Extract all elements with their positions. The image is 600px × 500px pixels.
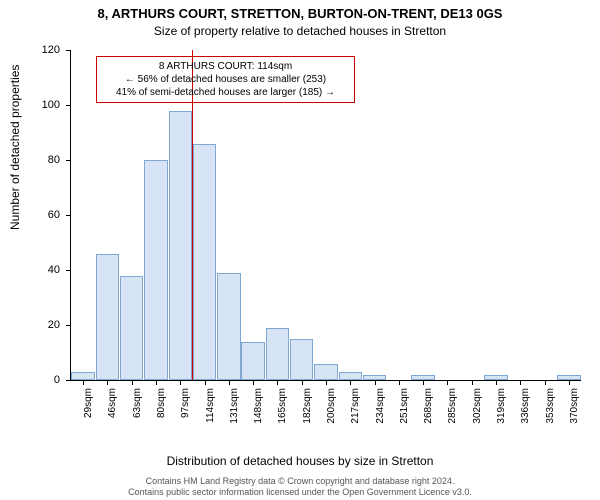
x-tick-label: 114sqm	[205, 388, 216, 428]
y-tick-mark	[66, 325, 71, 326]
x-tick-mark	[83, 380, 84, 385]
x-axis-label: Distribution of detached houses by size …	[0, 454, 600, 468]
chart-title: 8, ARTHURS COURT, STRETTON, BURTON-ON-TR…	[0, 6, 600, 21]
y-tick-mark	[66, 380, 71, 381]
x-tick-mark	[180, 380, 181, 385]
histogram-bar	[96, 254, 119, 381]
x-tick-label: 182sqm	[302, 388, 313, 428]
x-tick-label: 165sqm	[277, 388, 288, 428]
x-tick-mark	[545, 380, 546, 385]
histogram-bar	[339, 372, 362, 380]
plot-area: 29sqm46sqm63sqm80sqm97sqm114sqm131sqm148…	[70, 50, 581, 381]
x-tick-mark	[375, 380, 376, 385]
x-tick-label: 46sqm	[107, 388, 118, 428]
histogram-bar	[120, 276, 143, 381]
x-tick-label: 200sqm	[326, 388, 337, 428]
y-tick-label: 40	[48, 264, 60, 276]
footer-text: Contains HM Land Registry data © Crown c…	[0, 476, 600, 498]
x-tick-mark	[132, 380, 133, 385]
y-tick-label: 0	[54, 374, 60, 386]
histogram-bar	[290, 339, 313, 380]
annotation-line: ← 56% of detached houses are smaller (25…	[103, 73, 348, 86]
y-tick-label: 20	[48, 319, 60, 331]
x-tick-mark	[447, 380, 448, 385]
x-tick-label: 234sqm	[375, 388, 386, 428]
x-tick-label: 370sqm	[569, 388, 580, 428]
annotation-line: 41% of semi-detached houses are larger (…	[103, 86, 348, 99]
y-tick-label: 120	[42, 44, 60, 56]
footer-line-1: Contains HM Land Registry data © Crown c…	[0, 476, 600, 487]
x-tick-mark	[350, 380, 351, 385]
x-tick-label: 148sqm	[253, 388, 264, 428]
x-tick-mark	[302, 380, 303, 385]
x-tick-mark	[496, 380, 497, 385]
chart-container: 8, ARTHURS COURT, STRETTON, BURTON-ON-TR…	[0, 0, 600, 500]
x-tick-label: 285sqm	[447, 388, 458, 428]
x-tick-label: 97sqm	[180, 388, 191, 428]
chart-subtitle: Size of property relative to detached ho…	[0, 24, 600, 38]
y-tick-label: 60	[48, 209, 60, 221]
x-tick-label: 302sqm	[472, 388, 483, 428]
y-tick-label: 80	[48, 154, 60, 166]
x-tick-mark	[472, 380, 473, 385]
x-tick-mark	[423, 380, 424, 385]
x-tick-mark	[253, 380, 254, 385]
y-tick-mark	[66, 215, 71, 216]
histogram-bar	[144, 160, 167, 380]
x-tick-label: 268sqm	[423, 388, 434, 428]
histogram-bar	[266, 328, 289, 380]
histogram-bar	[241, 342, 264, 381]
x-tick-label: 29sqm	[83, 388, 94, 428]
y-ticks: 020406080100120	[0, 50, 68, 380]
x-tick-mark	[520, 380, 521, 385]
footer-line-2: Contains public sector information licen…	[0, 487, 600, 498]
annotation-line: 8 ARTHURS COURT: 114sqm	[103, 60, 348, 73]
x-tick-label: 131sqm	[229, 388, 240, 428]
x-tick-mark	[107, 380, 108, 385]
x-tick-mark	[326, 380, 327, 385]
x-tick-label: 251sqm	[399, 388, 410, 428]
histogram-bar	[193, 144, 216, 381]
x-tick-label: 80sqm	[156, 388, 167, 428]
x-tick-mark	[229, 380, 230, 385]
annotation-box: 8 ARTHURS COURT: 114sqm← 56% of detached…	[96, 56, 355, 103]
x-tick-mark	[277, 380, 278, 385]
x-tick-label: 336sqm	[520, 388, 531, 428]
x-tick-mark	[205, 380, 206, 385]
histogram-bar	[314, 364, 337, 381]
histogram-bar	[169, 111, 192, 381]
y-tick-label: 100	[42, 99, 60, 111]
histogram-bar	[217, 273, 240, 380]
x-tick-label: 319sqm	[496, 388, 507, 428]
x-tick-mark	[399, 380, 400, 385]
y-tick-mark	[66, 270, 71, 271]
x-tick-label: 353sqm	[545, 388, 556, 428]
y-tick-mark	[66, 105, 71, 106]
x-tick-label: 217sqm	[350, 388, 361, 428]
x-tick-mark	[569, 380, 570, 385]
y-tick-mark	[66, 160, 71, 161]
x-tick-label: 63sqm	[132, 388, 143, 428]
y-tick-mark	[66, 50, 71, 51]
x-tick-mark	[156, 380, 157, 385]
histogram-bar	[71, 372, 94, 380]
